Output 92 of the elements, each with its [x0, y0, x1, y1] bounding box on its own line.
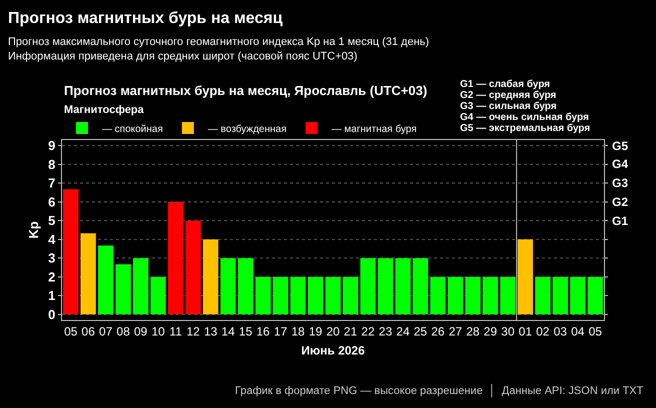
ref-line-label: G4	[612, 157, 628, 171]
bar	[430, 276, 446, 314]
bar	[325, 276, 341, 314]
y-tick-label: 7	[48, 176, 56, 191]
bar	[395, 258, 411, 314]
y-tick-label: 6	[48, 194, 56, 210]
x-tick-label: 14	[221, 324, 236, 338]
text: G2 — средняя буря	[460, 90, 556, 101]
y-tick-label: 8	[48, 156, 56, 172]
x-tick-label: 24	[396, 324, 410, 338]
bar	[80, 233, 96, 314]
bar	[202, 239, 218, 314]
x-tick-label: 30	[501, 324, 515, 338]
x-tick-label: 13	[204, 324, 218, 338]
x-tick-label: 25	[414, 324, 428, 338]
text: G3 — сильная буря	[460, 101, 557, 112]
x-tick-label: 05	[588, 324, 602, 338]
bar	[518, 239, 534, 314]
bar	[185, 220, 201, 314]
text: Прогноз магнитных бурь на месяц, Ярославль (UTC+03)	[64, 83, 428, 98]
y-axis-title: Kp	[26, 221, 42, 239]
text: G5 — экстремальная буря	[460, 123, 590, 134]
x-tick-label: 11	[169, 324, 182, 338]
text: G4 — очень сильная буря	[460, 112, 589, 123]
y-tick-label: 0	[48, 306, 56, 322]
bar	[360, 258, 376, 314]
ref-line-label: G1	[612, 214, 628, 228]
bar	[220, 258, 236, 314]
bar	[290, 276, 306, 314]
bar	[255, 276, 271, 314]
bar	[448, 276, 464, 314]
ref-line-label: G5	[612, 139, 628, 153]
y-tick-label: 4	[48, 232, 56, 247]
x-tick-label: 22	[361, 324, 375, 338]
bar	[378, 258, 394, 314]
bar	[308, 276, 324, 314]
bar	[98, 246, 114, 314]
x-tick-label: 18	[291, 324, 306, 338]
bar	[238, 258, 254, 314]
chart-title: Прогноз магнитных бурь на месяц	[8, 10, 283, 27]
bar	[535, 276, 550, 314]
x-tick-label: 29	[484, 324, 498, 338]
x-tick-label: 26	[431, 324, 445, 338]
ref-line-label: G3	[612, 176, 628, 190]
y-tick-label: 2	[48, 269, 56, 284]
x-tick-label: 20	[326, 324, 340, 338]
chart-subtitle: Прогноз максимального суточного геомагнитного индекса Kp на 1 месяц (31 день) Информация приведена для средних широт (часовой пояс UTC+03)	[8, 36, 430, 62]
x-axis-title: Июнь 2026	[301, 343, 366, 358]
text: G1 — слабая буря	[460, 79, 550, 90]
x-tick-label: 28	[466, 324, 480, 338]
x-tick-label: 19	[308, 324, 323, 338]
bar	[132, 258, 148, 314]
x-tick-label: 04	[571, 324, 585, 338]
bar	[272, 276, 288, 314]
bar	[465, 276, 481, 314]
x-tick-label: 21	[344, 324, 358, 338]
x-tick-label: 23	[378, 324, 392, 338]
bar	[500, 276, 516, 314]
x-tick-label: 05	[64, 324, 78, 338]
x-tick-label: 02	[536, 324, 550, 338]
bar	[150, 276, 166, 314]
text: График в формате PNG — высокое разрешение │ Данные API: JSON или TXT	[235, 383, 644, 398]
x-tick-label: 01	[518, 324, 532, 338]
x-tick-label: 10	[151, 324, 166, 338]
x-tick-label: 17	[274, 324, 288, 338]
bar	[63, 189, 78, 314]
x-tick-label: 27	[448, 324, 462, 338]
x-tick-label: 16	[256, 324, 270, 338]
bar	[168, 202, 184, 314]
ref-line-label: G2	[612, 195, 628, 209]
x-tick-label: 09	[134, 324, 148, 338]
x-tick-label: 15	[238, 324, 253, 338]
x-tick-label: 12	[186, 324, 200, 338]
bar	[342, 276, 358, 314]
bar	[482, 276, 498, 314]
x-tick-label: 08	[116, 324, 130, 338]
y-tick-label: 5	[48, 213, 56, 228]
x-tick-label: 06	[82, 324, 96, 338]
bar	[588, 276, 603, 314]
y-tick-label: 3	[48, 250, 56, 266]
bar	[116, 264, 131, 314]
y-tick-label: 1	[48, 288, 56, 304]
x-tick-label: 03	[554, 324, 568, 338]
bar	[412, 258, 428, 314]
legend-label: — спокойная	[102, 124, 163, 135]
legend-title: Магнитосфера	[64, 104, 145, 116]
bar	[570, 276, 586, 314]
legend-label: — магнитная буря	[332, 124, 417, 135]
bar	[552, 276, 568, 314]
y-tick-label: 9	[48, 138, 56, 154]
legend-label: — возбужденная	[208, 124, 287, 135]
x-tick-label: 07	[99, 324, 113, 338]
